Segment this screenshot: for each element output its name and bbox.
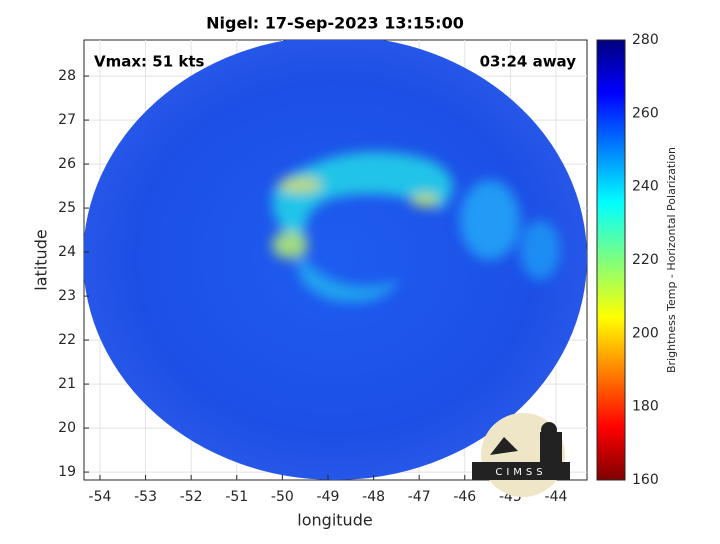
logo-text: CIMSS <box>495 467 546 478</box>
colorbar <box>596 39 626 481</box>
y-tick-label: 28 <box>58 68 76 84</box>
x-tick-label: -50 <box>271 489 294 505</box>
y-tick-label: 26 <box>58 156 76 172</box>
x-tick-label: -48 <box>362 489 385 505</box>
x-tick-label: -46 <box>453 489 476 505</box>
colorbar-tick-label: 200 <box>632 325 659 341</box>
x-axis-label: longitude <box>297 511 372 530</box>
y-tick-label: 25 <box>58 200 76 216</box>
cimss-logo: CIMSS <box>472 413 570 497</box>
colorbar-tick-label: 260 <box>632 105 659 121</box>
satellite-swath <box>84 40 587 480</box>
chart-title: Nigel: 17-Sep-2023 13:15:00 <box>206 14 464 33</box>
y-tick-label: 20 <box>58 420 76 436</box>
colorbar-tick-label: 220 <box>632 252 659 268</box>
colorbar-tick-label: 160 <box>632 472 659 488</box>
x-tick-label: -44 <box>545 489 568 505</box>
x-tick-label: -47 <box>408 489 431 505</box>
axes: -54 -53 -52 -51 -50 -49 -48 -47 -46 -45 -441920212… <box>58 32 659 505</box>
x-tick-label: -51 <box>225 489 248 505</box>
colorbar-tick-label: 280 <box>632 32 659 48</box>
annotation: Vmax: 51 kts <box>94 53 204 71</box>
colorbar-label: Brightness Temp - Horizontal Polarizatio… <box>665 147 678 373</box>
x-tick-label: -54 <box>89 489 112 505</box>
x-tick-label: -52 <box>180 489 203 505</box>
annotation: 03:24 away <box>480 53 577 71</box>
y-axis-label: latitude <box>32 229 51 290</box>
y-tick-label: 21 <box>58 376 76 392</box>
x-tick-label: -53 <box>134 489 157 505</box>
y-tick-label: 24 <box>58 244 76 260</box>
colorbar-tick-label: 240 <box>632 179 659 195</box>
y-tick-label: 19 <box>58 464 76 480</box>
y-tick-label: 27 <box>58 112 76 128</box>
colorbar-tick-label: 180 <box>632 399 659 415</box>
y-tick-label: 23 <box>58 288 76 304</box>
x-tick-label: -49 <box>317 489 340 505</box>
y-tick-label: 22 <box>58 332 76 348</box>
